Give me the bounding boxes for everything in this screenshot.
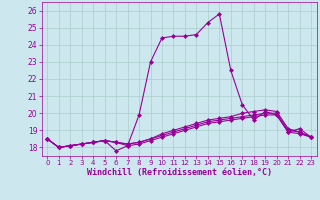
X-axis label: Windchill (Refroidissement éolien,°C): Windchill (Refroidissement éolien,°C) [87,168,272,177]
